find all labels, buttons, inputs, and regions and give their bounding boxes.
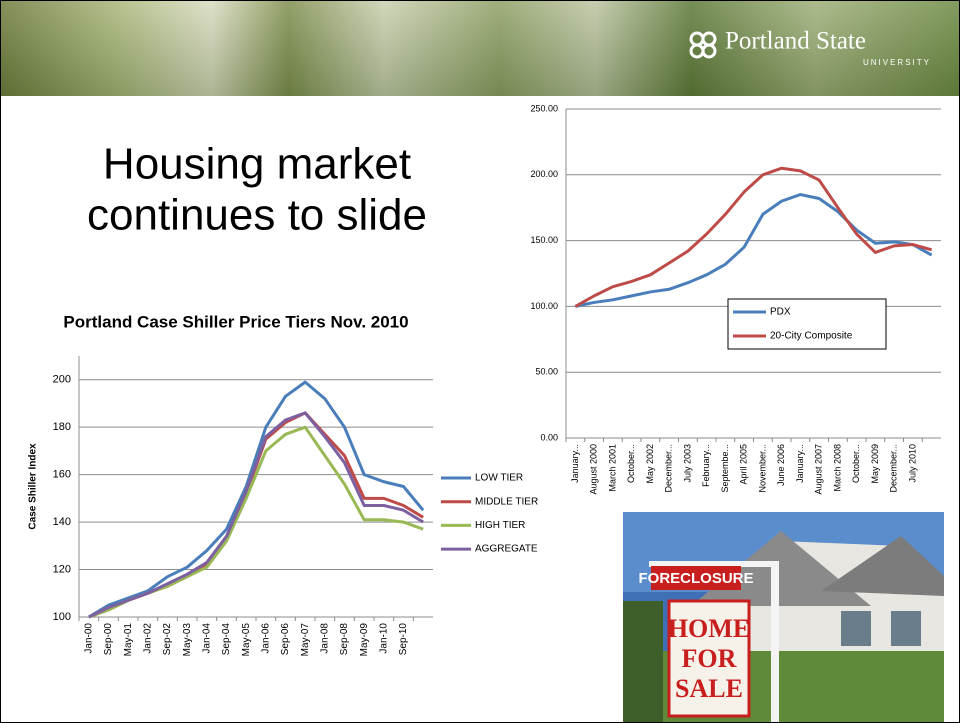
x-tick-label: March 2008 [832,444,842,492]
legend-box [727,298,887,350]
legend-label: 20-City Composite [770,331,853,342]
y-tick-label: 250.00 [530,103,558,113]
chart: 0.00 50.00 100.00 150.00 200.00 250.00 January… [530,103,941,495]
x-tick-label: May 2009 [870,444,880,484]
y-tick-label: 120 [53,563,71,575]
line-series [88,411,424,619]
y-tick-label: 150.00 [530,235,558,245]
x-tick-label: July 2010 [907,444,917,483]
x-tick-label: March 2001 [607,444,617,492]
x-tick-label: January... [795,444,805,483]
sign-post [771,561,779,722]
y-tick-label: 140 [53,516,71,528]
x-tick-label: Sep-10 [398,623,409,656]
x-tick-label: May-03 [182,623,193,657]
legend-label: HIGH TIER [475,520,525,531]
photo-tree [623,601,663,722]
x-tick-label: June 2006 [776,444,786,486]
x-tick-label: February... [701,444,711,487]
line-series [88,411,424,619]
x-tick-label: Sep-02 [162,623,173,656]
y-tick-label: 180 [53,421,71,433]
x-tick-label: Sep-06 [280,623,291,656]
header-banner [1,1,959,96]
legend-label: MIDDLE TIER [475,496,538,507]
x-tick-label: December... [664,444,674,493]
x-tick-label: April 2005 [739,444,749,485]
x-tick-label: Sep-00 [103,623,114,656]
x-tick-label: January... [570,444,580,483]
legend-label: AGGREGATE [475,544,538,555]
x-tick-label: Jan-02 [142,623,153,654]
y-tick-label: 0.00 [540,432,558,442]
photo-window [891,611,921,646]
x-tick-label: Jan-04 [201,623,212,654]
x-tick-label: Jan-08 [319,623,330,654]
sign-top [651,566,741,590]
chart: Portland Case Shiller Price Tiers Nov. 2… [28,312,539,656]
x-tick-label: Jan-00 [83,623,94,654]
logo-sub: UNIVERSITY [863,58,931,67]
x-tick-label: November... [757,444,767,493]
y-tick-label: 200 [53,374,71,386]
y-tick-label: 100.00 [530,301,558,311]
logo-name: Portland State [725,28,866,55]
logo-mark [689,31,717,59]
x-tick-label: Jan-06 [260,623,271,654]
photo: FORECLOSURE HOME FOR SALE [623,512,944,722]
photo-roof [821,536,944,596]
y-axis-label: Case Shiller Index [28,443,39,530]
y-tick-label: 100 [53,611,71,623]
photo-window [841,611,871,646]
sign-text: FOR [682,644,737,673]
chart-title: Portland Case Shiller Price Tiers Nov. 2… [63,312,408,331]
sign-top-text: FORECLOSURE [638,570,753,587]
y-tick-label: 160 [53,469,71,481]
slide-title: Housing market [103,140,411,189]
y-tick-label: 50.00 [535,367,558,377]
x-tick-label: Septembe... [720,444,730,493]
sign-text: SALE [675,674,743,703]
x-tick-label: May-09 [359,623,370,657]
x-tick-label: May-01 [123,623,134,657]
x-tick-label: May-07 [300,623,311,657]
line-series [88,380,425,619]
x-tick-label: May 2002 [645,444,655,484]
sign-board [667,599,751,718]
line-series [575,193,933,308]
logo: Portland State UNIVERSITY [689,28,931,67]
line-series [574,166,933,308]
x-tick-label: August 2000 [589,444,599,495]
x-tick-label: October... [851,444,861,483]
sign-arm [649,561,779,567]
legend-label: LOW TIER [475,473,523,484]
x-tick-label: July 2003 [682,444,692,483]
y-tick-label: 200.00 [530,169,558,179]
x-tick-label: Sep-04 [221,623,232,656]
x-tick-label: Sep-08 [339,623,350,656]
sign-text: HOME [668,614,750,643]
slide-title: continues to slide [87,191,427,240]
x-tick-label: Jan-10 [378,623,389,654]
x-tick-label: December... [889,444,899,493]
legend-label: PDX [770,307,791,318]
x-tick-label: May-05 [241,623,252,657]
x-tick-label: August 2007 [814,444,824,495]
x-tick-label: October... [626,444,636,483]
